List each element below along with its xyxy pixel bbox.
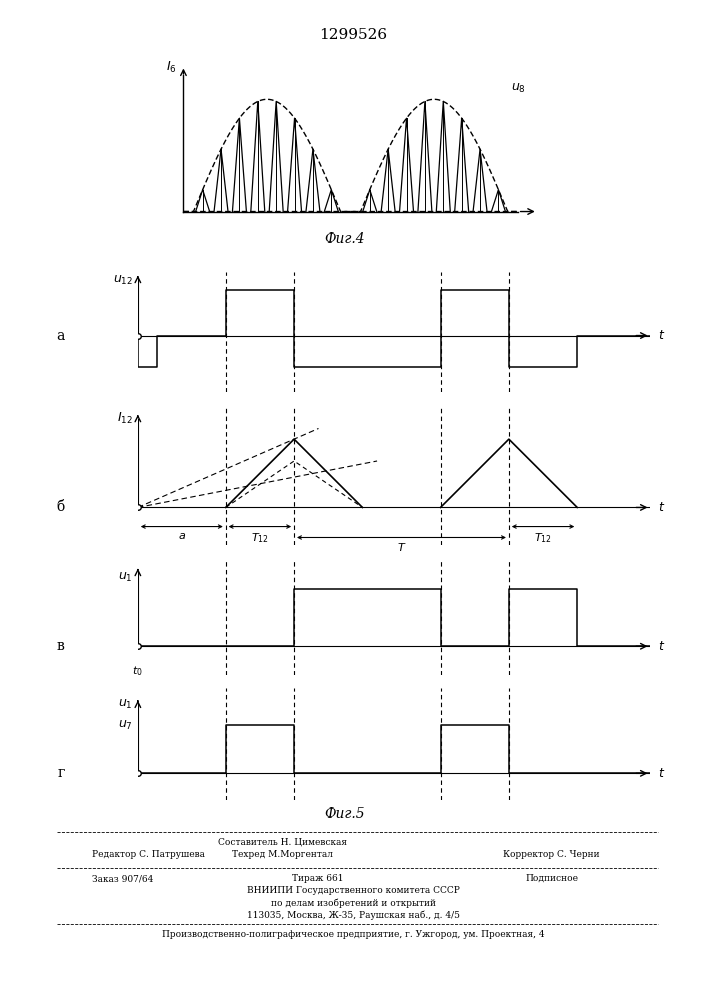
Text: $u_1$: $u_1$: [118, 571, 133, 584]
Text: Тираж 661: Тираж 661: [293, 874, 344, 883]
Text: $u_{12}$: $u_{12}$: [113, 274, 133, 287]
Text: $t_0$: $t_0$: [132, 665, 144, 678]
Text: 113035, Москва, Ж-35, Раушская наб., д. 4/5: 113035, Москва, Ж-35, Раушская наб., д. …: [247, 910, 460, 920]
Text: г: г: [57, 766, 64, 780]
Text: Подписное: Подписное: [525, 874, 578, 883]
Text: ВНИИПИ Государственного комитета СССР: ВНИИПИ Государственного комитета СССР: [247, 886, 460, 895]
Text: Фиг.4: Фиг.4: [325, 232, 366, 246]
Text: $T_{12}$: $T_{12}$: [534, 531, 552, 545]
Text: в: в: [57, 639, 64, 653]
Text: Редактор С. Патрушева: Редактор С. Патрушева: [92, 850, 205, 859]
Text: $u_1$: $u_1$: [118, 697, 133, 711]
Text: Техред М.Моргентал: Техред М.Моргентал: [233, 850, 333, 859]
Text: Производственно-полиграфическое предприятие, г. Ужгород, ум. Проектная, 4: Производственно-полиграфическое предприя…: [162, 930, 545, 939]
Text: Фиг.5: Фиг.5: [325, 807, 366, 821]
Text: $T$: $T$: [397, 541, 407, 553]
Text: $t$: $t$: [658, 767, 665, 780]
Text: $a$: $a$: [177, 531, 186, 541]
Text: $u_8$: $u_8$: [511, 82, 526, 95]
Text: Корректор С. Черни: Корректор С. Черни: [503, 850, 600, 859]
Text: $t$: $t$: [658, 640, 665, 653]
Text: $T_{12}$: $T_{12}$: [251, 531, 269, 545]
Text: $u_7$: $u_7$: [118, 719, 133, 732]
Text: $t$: $t$: [658, 501, 665, 514]
Text: б: б: [57, 500, 64, 514]
Text: $t$: $t$: [658, 329, 665, 342]
Text: $I_6$: $I_6$: [166, 60, 177, 75]
Text: по делам изобретений и открытий: по делам изобретений и открытий: [271, 898, 436, 908]
Text: а: а: [57, 329, 64, 343]
Text: 1299526: 1299526: [320, 28, 387, 42]
Text: Заказ 907/64: Заказ 907/64: [92, 874, 153, 883]
Text: Составитель Н. Цимевская: Составитель Н. Цимевская: [218, 838, 347, 847]
Text: $I_{12}$: $I_{12}$: [117, 411, 133, 426]
